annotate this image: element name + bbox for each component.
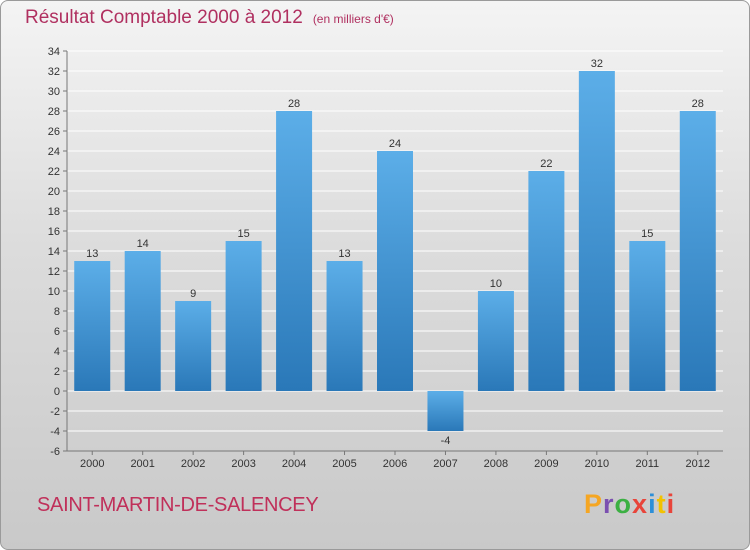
y-tick-label: 10 [48, 286, 60, 298]
y-tick-label: 28 [48, 106, 60, 118]
y-tick-label: 2 [54, 366, 60, 378]
data-label: 15 [237, 228, 249, 240]
bar[interactable] [326, 261, 363, 391]
x-tick-label: 2003 [231, 458, 255, 470]
data-label: 28 [692, 98, 704, 110]
logo-letter: i [648, 489, 657, 519]
x-tick-label: 2002 [181, 458, 205, 470]
x-axis: 2000 2001 2002 2003 2004 2005 2006 2007 2008 2009… [67, 450, 723, 470]
data-label: 13 [338, 248, 350, 260]
y-tick-label: 6 [54, 326, 60, 338]
chart-unit: (en milliers d'€) [312, 12, 394, 26]
bar[interactable] [578, 71, 615, 391]
x-tick-label: 2006 [383, 458, 407, 470]
logo-letter: x [632, 489, 649, 519]
y-tick-label: 24 [48, 146, 60, 158]
y-tick-label: 34 [48, 46, 60, 58]
logo-letter: i [666, 489, 676, 519]
y-tick-label: -2 [50, 406, 60, 418]
x-tick-label: 2009 [534, 458, 558, 470]
x-tick-label: 2000 [80, 458, 104, 470]
bar[interactable] [74, 261, 111, 391]
data-label: 22 [540, 158, 552, 170]
y-tick-label: 0 [54, 386, 60, 398]
y-tick-label: -4 [50, 426, 60, 438]
bar[interactable] [427, 391, 464, 431]
data-label: 13 [86, 248, 98, 260]
bar[interactable] [124, 251, 161, 391]
y-tick-label: 30 [48, 86, 60, 98]
logo-letter: r [603, 489, 615, 519]
y-tick-label: -6 [50, 446, 60, 458]
chart-title-block: Résultat Comptable 2000 à 2012 (en millie… [25, 7, 394, 29]
bar[interactable] [528, 171, 565, 391]
y-tick-label: 14 [48, 246, 60, 258]
bar[interactable] [276, 111, 313, 391]
data-labels-group: 13 14 9 15 28 13 24 -4 10 22 32 15 28 [86, 58, 704, 447]
data-label: -4 [441, 435, 451, 447]
x-tick-label: 2011 [635, 458, 659, 470]
commune-name: SAINT-MARTIN-DE-SALENCEY [37, 494, 319, 516]
bar[interactable] [477, 291, 514, 391]
x-tick-label: 2004 [282, 458, 306, 470]
y-tick-label: 22 [48, 166, 60, 178]
x-tick-label: 2008 [484, 458, 508, 470]
logo-letter: t [656, 489, 667, 519]
y-tick-label: 20 [48, 186, 60, 198]
y-tick-label: 26 [48, 126, 60, 138]
x-tick-label: 2012 [686, 458, 710, 470]
y-tick-label: 18 [48, 206, 60, 218]
x-tick-label: 2007 [433, 458, 457, 470]
y-tick-label: 8 [54, 306, 60, 318]
bar[interactable] [225, 241, 262, 391]
bar[interactable] [679, 111, 716, 391]
x-tick-label: 2001 [130, 458, 154, 470]
data-label: 24 [389, 138, 401, 150]
chart-title: Résultat Comptable 2000 à 2012 [25, 7, 303, 28]
data-label: 9 [190, 288, 196, 300]
y-tick-label: 16 [48, 226, 60, 238]
bars-group [74, 71, 716, 431]
y-tick-label: 4 [54, 346, 60, 358]
data-label: 28 [288, 98, 300, 110]
data-label: 15 [641, 228, 653, 240]
bar[interactable] [377, 151, 413, 391]
bar[interactable] [175, 301, 212, 391]
bar[interactable] [629, 241, 666, 391]
logo-letter: P [584, 489, 604, 519]
proxiti-logo[interactable]: Proxiti [584, 489, 675, 520]
data-label: 14 [137, 238, 149, 250]
y-tick-label: 12 [48, 266, 60, 278]
x-tick-label: 2005 [332, 458, 356, 470]
logo-letter: o [614, 489, 633, 519]
y-tick-label: 32 [48, 66, 60, 78]
data-label: 10 [490, 278, 502, 290]
x-tick-label: 2010 [585, 458, 609, 470]
data-label: 32 [591, 58, 603, 70]
